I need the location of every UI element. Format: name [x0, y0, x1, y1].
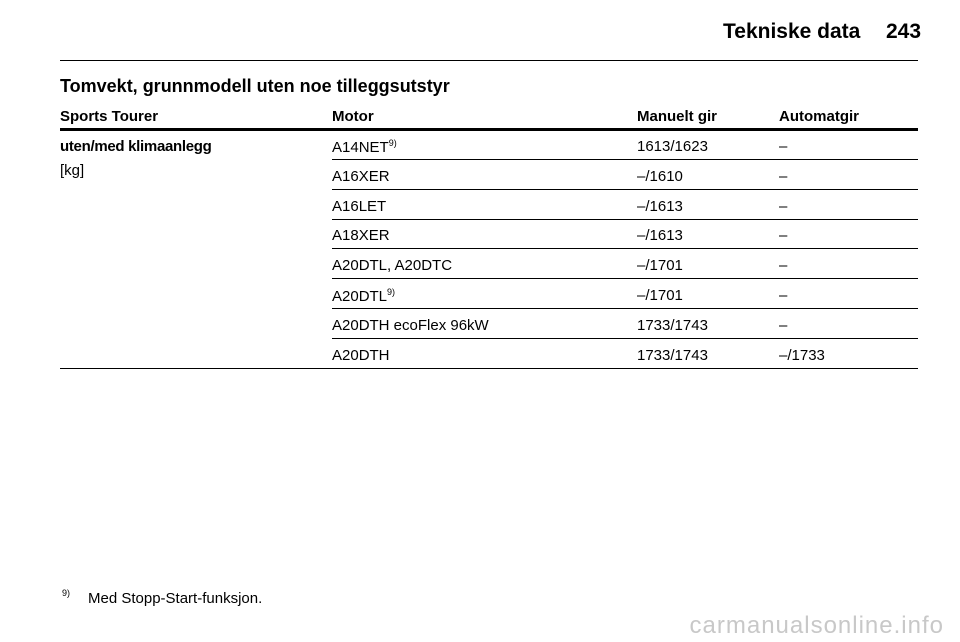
row-rule — [332, 248, 918, 250]
header-rule — [60, 60, 918, 61]
motor: A14NET9) — [332, 138, 397, 156]
motor: A20DTH ecoFlex 96kW — [332, 317, 489, 334]
manual: –/1701 — [637, 287, 683, 304]
row-rule — [60, 367, 918, 369]
row-rule — [332, 308, 918, 309]
column-header: Manuelt gir — [637, 108, 718, 125]
motor-text: A16XER — [332, 167, 390, 185]
row-rule — [332, 188, 918, 190]
column-header: Automatgir — [779, 108, 859, 125]
column-header: Motor — [332, 108, 374, 125]
automatic: – — [779, 316, 788, 334]
motor-text: A14NET — [332, 139, 389, 156]
motor-text: A16LET — [332, 197, 387, 215]
motor: A16XER — [332, 168, 390, 185]
automatic: – — [779, 167, 788, 185]
manual: –/1613 — [637, 197, 683, 215]
motor-text: A18XER — [332, 227, 390, 245]
column-header: Sports Tourer — [60, 108, 159, 125]
row-rule — [332, 218, 918, 220]
motor: A20DTH — [332, 347, 390, 364]
row-rule — [332, 337, 918, 339]
motor-text: A20DTH ecoFlex 96kW — [332, 316, 489, 334]
watermark: carmanualsonline.info — [689, 612, 944, 639]
automatic: – — [779, 287, 788, 304]
automatic: –/1733 — [779, 346, 825, 364]
motor-text: A20DTL, A20DTC — [332, 257, 453, 275]
header-title: Tekniske data — [723, 20, 861, 43]
row-unit: [kg] — [60, 162, 85, 179]
page-number: 243 — [886, 20, 922, 43]
automatic: – — [779, 227, 788, 245]
section-title: Tomvekt, grunnmodell uten noe tilleggsut… — [60, 76, 450, 96]
manual: 1613/1623 — [637, 138, 708, 155]
manual: –/1613 — [637, 227, 683, 245]
automatic: – — [779, 197, 788, 215]
motor-text: A20DTL — [332, 288, 388, 305]
automatic: – — [779, 257, 788, 275]
automatic: – — [779, 138, 788, 155]
motor: A20DTL9) — [332, 287, 395, 305]
row-rule — [332, 159, 918, 160]
motor-text: A20DTH — [332, 346, 390, 364]
manual: –/1610 — [637, 167, 683, 185]
motor: A20DTL, A20DTC — [332, 257, 452, 274]
manual: –/1701 — [637, 257, 683, 275]
motor: A18XER — [332, 227, 390, 244]
footnote-mark: 9) — [62, 588, 71, 598]
motor: A16LET — [332, 198, 386, 215]
manual: 1733/1743 — [637, 316, 708, 334]
footnote-text: Med Stopp-Start-funksjon. — [88, 590, 263, 607]
header-rule — [60, 128, 918, 131]
row-rule — [332, 278, 918, 280]
footnote-ref: 9) — [388, 138, 397, 148]
row-label: uten/med klimaanlegg — [60, 138, 212, 155]
footnote-ref: 9) — [387, 287, 396, 297]
manual: 1733/1743 — [637, 346, 708, 364]
